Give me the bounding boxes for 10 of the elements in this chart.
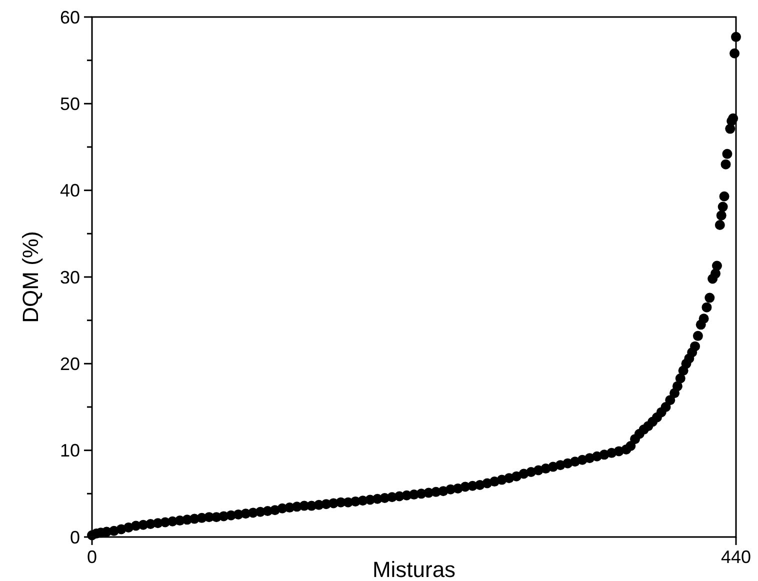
- y-axis-title: DQM (%): [18, 231, 43, 323]
- x-tick-label: 440: [720, 547, 752, 567]
- y-tick-label: 30: [60, 267, 80, 288]
- y-tick-label: 0: [70, 527, 80, 548]
- y-tick-label: 50: [60, 94, 80, 114]
- x-axis-title: Misturas: [372, 557, 456, 581]
- y-tick-label: 20: [60, 354, 80, 374]
- y-tick-label: 60: [60, 7, 80, 28]
- y-tick-label: 40: [60, 180, 80, 201]
- y-tick-label: 10: [60, 440, 80, 461]
